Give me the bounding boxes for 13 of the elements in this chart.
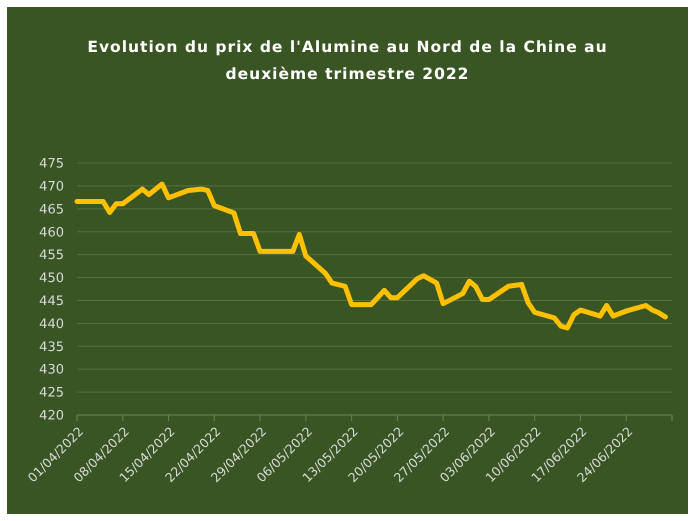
y-tick-label: 435: [39, 340, 64, 355]
y-tick-label: 450: [39, 271, 64, 286]
y-tick-label: 455: [39, 248, 64, 264]
y-tick-label: 440: [39, 316, 64, 332]
y-tick-label: 470: [39, 179, 64, 194]
y-tick-label: 445: [39, 294, 64, 310]
chart-title: Evolution du prix de l'Alumine au Nord de la Chine au deuxième trimestre 2022: [87, 38, 608, 83]
y-tick-label: 465: [39, 202, 64, 218]
y-tick-label: 420: [39, 408, 64, 424]
y-tick-label: 425: [39, 386, 64, 401]
y-tick-label: 460: [39, 225, 64, 240]
y-tick-label: 475: [39, 156, 64, 172]
y-tick-label: 430: [39, 362, 64, 378]
